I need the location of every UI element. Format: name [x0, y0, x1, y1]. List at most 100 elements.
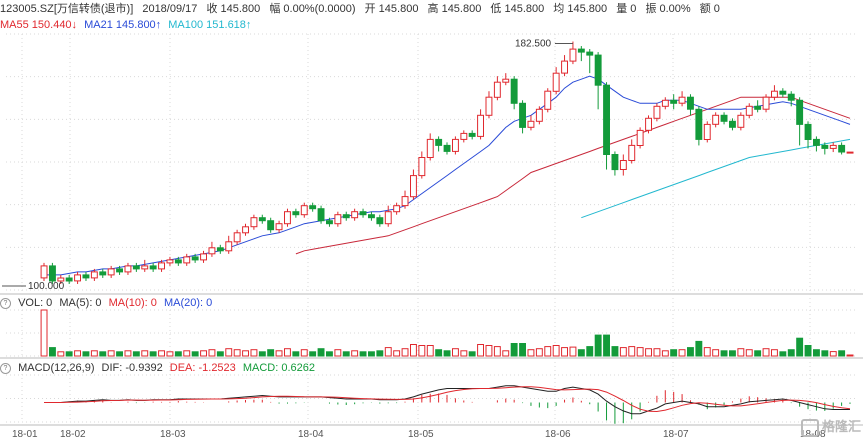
- volume-panel-header: ? VOL: 0 MA(5): 0 MA(10): 0 MA(20): 0: [0, 296, 216, 310]
- volume-bar: [628, 346, 636, 357]
- help-icon[interactable]: ?: [0, 362, 11, 374]
- candle-body: [351, 211, 359, 219]
- volume-bar: [485, 345, 493, 357]
- volume-bar: [838, 350, 846, 357]
- volume-bar: [670, 349, 678, 357]
- volume-bar: [527, 349, 535, 357]
- logo-text: 格隆汇: [821, 419, 861, 434]
- volume-bar: [158, 350, 166, 357]
- volume-bar: [829, 351, 837, 357]
- volume-bar: [452, 348, 459, 357]
- volume-bar: [603, 334, 610, 357]
- candle-body: [510, 78, 518, 104]
- volume-bar: [561, 347, 568, 357]
- volume-bar: [40, 309, 48, 357]
- candle-body: [216, 247, 224, 252]
- x-tick-label: 18-01: [12, 429, 38, 440]
- volume-bar: [712, 349, 720, 357]
- candle-body: [645, 117, 652, 131]
- volume-bar: [796, 337, 804, 357]
- close-price: 收 145.800: [206, 3, 261, 15]
- volume-bar: [410, 344, 417, 357]
- ma21-legend: MA21 145.800↑: [84, 19, 162, 31]
- volume-bar: [149, 351, 157, 357]
- volume-bar: [107, 350, 115, 357]
- volume-bar: [99, 351, 107, 357]
- candle-body: [208, 247, 216, 255]
- volume-bar: [552, 345, 560, 357]
- volume-bar: [258, 351, 266, 357]
- vol-ma20: MA(20): 0: [163, 297, 213, 309]
- volume-bar: [729, 350, 736, 357]
- volume-bar: [661, 350, 669, 357]
- macd-label: MACD(12,26,9): [18, 362, 95, 374]
- volume-value: 量 0: [616, 3, 637, 15]
- candle-body: [569, 48, 577, 62]
- volume-bar: [275, 350, 283, 357]
- candle-body: [317, 208, 325, 222]
- volume-bar: [754, 350, 762, 357]
- amount-value: 额 0: [699, 3, 720, 15]
- volume-bar: [124, 350, 132, 357]
- candle-body: [158, 262, 166, 270]
- volume-bar: [586, 346, 594, 357]
- volume-bar: [208, 349, 216, 357]
- volume-bar: [703, 347, 711, 357]
- candle-body: [292, 211, 300, 216]
- volume-bar: [284, 348, 291, 357]
- candle-body: [99, 271, 107, 276]
- candle-body: [65, 277, 73, 282]
- candle-body: [712, 114, 720, 125]
- volume-bar: [510, 343, 518, 357]
- volume-bar: [267, 349, 275, 357]
- volume-bar: [519, 343, 526, 357]
- candle-body: [703, 123, 711, 141]
- candle-body: [577, 48, 585, 53]
- candle-body: [359, 211, 367, 216]
- volume-bar: [233, 349, 241, 357]
- volume-bar: [90, 350, 98, 357]
- candle-body: [737, 114, 745, 128]
- low-price: 低 145.800: [490, 3, 545, 15]
- volume-bar: [225, 348, 233, 357]
- volume-bar: [821, 350, 829, 357]
- security-code: 123005.SZ[万信转债(退市)]: [0, 3, 134, 15]
- candle-body: [250, 217, 258, 228]
- candle-body: [225, 241, 233, 252]
- ma-legend: MA55 150.440↓ MA21 145.800↑ MA100 151.61…: [0, 17, 255, 33]
- volume-bar: [720, 350, 728, 357]
- macd-dif-line: [44, 385, 850, 415]
- volume-bar: [813, 349, 820, 357]
- candle-body: [258, 217, 266, 222]
- volume-bar: [762, 348, 770, 357]
- candle-body: [821, 144, 829, 149]
- volume-bar: [787, 349, 795, 357]
- x-tick-label: 18-02: [60, 429, 86, 440]
- volume-bar: [594, 334, 602, 357]
- candle-body: [326, 220, 333, 225]
- candle-body: [477, 114, 485, 137]
- candle-body: [132, 265, 140, 270]
- ma55-legend: MA55 150.440↓: [0, 19, 78, 31]
- candle-body: [787, 93, 795, 101]
- logo-icon: [800, 418, 819, 437]
- high-price: 高 145.800: [427, 3, 482, 15]
- vol-label: VOL: 0: [18, 297, 53, 309]
- amplitude-value: 振 0.00%: [645, 3, 691, 15]
- candle-body: [653, 105, 661, 119]
- candle-body: [670, 99, 678, 104]
- candle-body: [393, 205, 401, 213]
- macd-dea-line: [44, 386, 851, 413]
- candle-body: [426, 138, 434, 158]
- candle-body: [519, 102, 526, 128]
- candle-body: [720, 114, 728, 122]
- volume-bar: [334, 349, 342, 357]
- candle-body: [552, 72, 560, 92]
- candle-body: [267, 220, 275, 231]
- help-icon[interactable]: ?: [0, 297, 11, 309]
- candle-body: [594, 54, 602, 86]
- volume-bar: [687, 347, 694, 357]
- volume-bar: [393, 350, 401, 357]
